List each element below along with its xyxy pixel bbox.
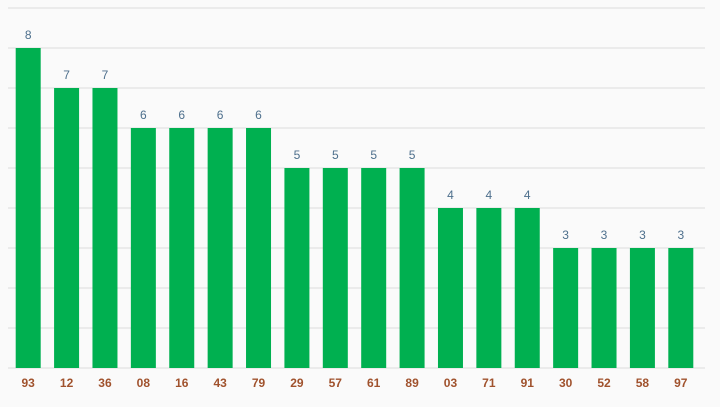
value-label: 7: [102, 68, 109, 82]
x-tick-label: 71: [482, 376, 496, 390]
value-label: 4: [447, 188, 454, 202]
value-label: 4: [486, 188, 493, 202]
value-label: 6: [140, 108, 147, 122]
x-tick-label: 61: [367, 376, 381, 390]
x-tick-label: 08: [137, 376, 151, 390]
x-tick-label: 36: [98, 376, 112, 390]
value-label: 7: [63, 68, 70, 82]
bar: [399, 168, 425, 368]
bar: [15, 48, 41, 368]
x-tick-label: 93: [22, 376, 36, 390]
value-label: 5: [409, 148, 416, 162]
bar: [437, 208, 463, 368]
bar: [629, 248, 655, 368]
value-label: 6: [178, 108, 185, 122]
x-tick-label: 97: [674, 376, 688, 390]
bar: [514, 208, 540, 368]
x-tick-label: 43: [213, 376, 227, 390]
x-tick-label: 58: [636, 376, 650, 390]
x-tick-label: 52: [597, 376, 611, 390]
x-tick-label: 03: [444, 376, 458, 390]
x-tick-label: 91: [521, 376, 535, 390]
bar: [591, 248, 617, 368]
bar: [553, 248, 579, 368]
value-label: 3: [677, 228, 684, 242]
bar: [169, 128, 195, 368]
x-tick-label: 29: [290, 376, 304, 390]
value-label: 6: [217, 108, 224, 122]
bar: [668, 248, 694, 368]
x-tick-label: 89: [405, 376, 419, 390]
value-label: 4: [524, 188, 531, 202]
x-tick-label: 12: [60, 376, 74, 390]
value-label: 3: [639, 228, 646, 242]
x-tick-label: 16: [175, 376, 189, 390]
value-label: 3: [562, 228, 569, 242]
bar: [361, 168, 387, 368]
value-label: 5: [294, 148, 301, 162]
x-tick-label: 57: [329, 376, 343, 390]
value-label: 3: [601, 228, 608, 242]
bar: [322, 168, 348, 368]
value-label: 5: [370, 148, 377, 162]
bar: [92, 88, 118, 368]
bar: [246, 128, 272, 368]
x-tick-label: 79: [252, 376, 266, 390]
bar: [207, 128, 233, 368]
value-label: 8: [25, 28, 32, 42]
bar: [284, 168, 310, 368]
bar: [130, 128, 156, 368]
bar: [54, 88, 80, 368]
bar: [476, 208, 502, 368]
value-label: 6: [255, 108, 262, 122]
value-label: 5: [332, 148, 339, 162]
x-tick-label: 30: [559, 376, 573, 390]
